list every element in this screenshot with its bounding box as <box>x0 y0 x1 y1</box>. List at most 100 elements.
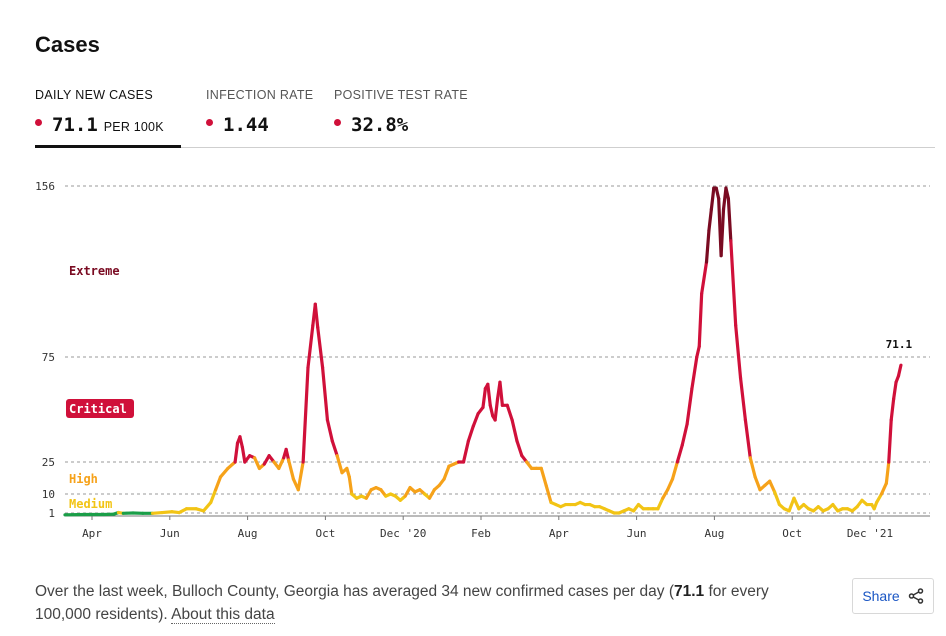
series-segment <box>284 447 291 462</box>
series-segment <box>505 403 514 422</box>
series-segment <box>719 207 726 258</box>
series-segment <box>666 477 675 492</box>
series-segment <box>218 466 230 479</box>
red-dot-icon <box>334 119 341 126</box>
series-segment <box>252 456 261 470</box>
series-segment <box>544 483 553 505</box>
zone-label-critical: Critical <box>69 402 127 416</box>
series-segment <box>743 418 752 460</box>
critical-zone-badge <box>66 399 134 418</box>
series-segment <box>214 475 223 492</box>
series-segment <box>704 228 711 264</box>
series-segment <box>726 197 733 243</box>
series-segment <box>209 488 218 505</box>
series-segment <box>748 456 757 479</box>
series-segment <box>738 376 748 422</box>
series-segment <box>313 302 320 330</box>
series-segment <box>240 445 247 464</box>
series-segment <box>320 365 330 422</box>
series-segment <box>226 460 237 470</box>
share-label: Share <box>862 588 900 604</box>
tab-daily-new-cases[interactable]: DAILY NEW CASES 71.1 PER 100K <box>35 88 164 136</box>
x-tick-label: Feb <box>471 527 491 540</box>
series-segment <box>233 441 240 464</box>
cases-chart: 1 10 25 75 156 Apr Jun Aug Oct Dec '20 Feb Apr Jun Au… <box>35 180 930 540</box>
series-segment <box>286 458 296 481</box>
metric-tabs: DAILY NEW CASES 71.1 PER 100K INFECTION R… <box>35 88 935 150</box>
series-segment <box>768 479 777 494</box>
metric-label: INFECTION RATE <box>206 88 314 102</box>
x-tick-label: Jun <box>627 527 647 540</box>
series-segment <box>792 496 801 511</box>
active-tab-indicator <box>35 145 181 148</box>
series-segment <box>515 439 524 458</box>
series-segment <box>471 412 480 428</box>
series-segment <box>301 365 310 464</box>
series-segment <box>889 397 896 422</box>
series-segment <box>201 500 213 513</box>
x-tick-label: Apr <box>549 527 569 540</box>
metric-label: POSITIVE TEST RATE <box>334 88 468 102</box>
share-icon <box>908 588 923 604</box>
series-segment <box>772 490 782 507</box>
series-segment <box>896 363 903 378</box>
series-segment <box>316 325 325 370</box>
series-segment <box>296 460 305 492</box>
series-segment <box>335 454 344 475</box>
tab-infection-rate[interactable]: INFECTION RATE 1.44 <box>206 88 313 136</box>
series-segment <box>879 481 888 496</box>
series-segment <box>690 355 699 391</box>
series-segment <box>461 439 470 464</box>
metric-value: 71.1 <box>52 114 98 136</box>
series-segment <box>875 492 884 505</box>
metric-value: 1.44 <box>223 114 269 136</box>
series-segment <box>403 486 412 498</box>
series-segment <box>347 475 354 496</box>
series-segment <box>680 422 689 447</box>
series-segment <box>493 397 500 422</box>
x-tick-label: Aug <box>704 527 724 540</box>
x-tick-label: Dec '21 <box>847 527 893 540</box>
y-tick-label: 75 <box>42 351 55 364</box>
x-tick-label: Oct <box>315 527 335 540</box>
series-segment <box>675 443 684 464</box>
zone-label-medium: Medium <box>69 497 112 511</box>
series-segment <box>466 424 475 443</box>
x-tick-label: Apr <box>82 527 102 540</box>
summary-before: Over the last week, Bulloch County, Geor… <box>35 583 674 600</box>
red-dot-icon <box>206 119 213 126</box>
series-segment <box>442 464 451 481</box>
series-segment <box>787 496 796 513</box>
y-tick-label: 1 <box>48 507 55 520</box>
summary-after: for every 100,000 residents). <box>35 583 769 623</box>
series-segment <box>670 460 679 481</box>
series-segment <box>486 382 492 407</box>
series-segment <box>488 403 495 418</box>
metric-unit: PER 100K <box>103 120 164 134</box>
metric-label: DAILY NEW CASES <box>35 88 153 102</box>
series-segment <box>150 510 164 515</box>
summary-text: Over the last week, Bulloch County, Geor… <box>35 580 815 626</box>
series-segment <box>160 510 174 515</box>
about-data-link[interactable]: About this data <box>171 606 275 624</box>
y-tick-label: 10 <box>42 488 55 501</box>
metric-value: 32.8% <box>351 114 409 136</box>
series-segment <box>734 323 743 380</box>
share-button[interactable]: Share <box>852 578 934 614</box>
series-segment <box>884 460 891 485</box>
series-segment <box>330 439 339 458</box>
series-segment <box>364 488 373 500</box>
zone-label-extreme: Extreme <box>69 264 120 278</box>
series-segment <box>481 386 487 409</box>
series-segment <box>277 456 286 470</box>
tab-positive-test-rate[interactable]: POSITIVE TEST RATE 32.8% <box>334 88 468 136</box>
page-title: Cases <box>35 32 100 57</box>
series-segment <box>427 488 436 500</box>
series-segment <box>238 435 244 449</box>
series-segment <box>714 186 721 201</box>
y-tick-label: 156 <box>35 180 55 193</box>
series-segment <box>709 186 716 211</box>
series-segment <box>498 380 504 407</box>
summary-value: 71.1 <box>674 583 705 600</box>
series-segment <box>729 239 738 327</box>
